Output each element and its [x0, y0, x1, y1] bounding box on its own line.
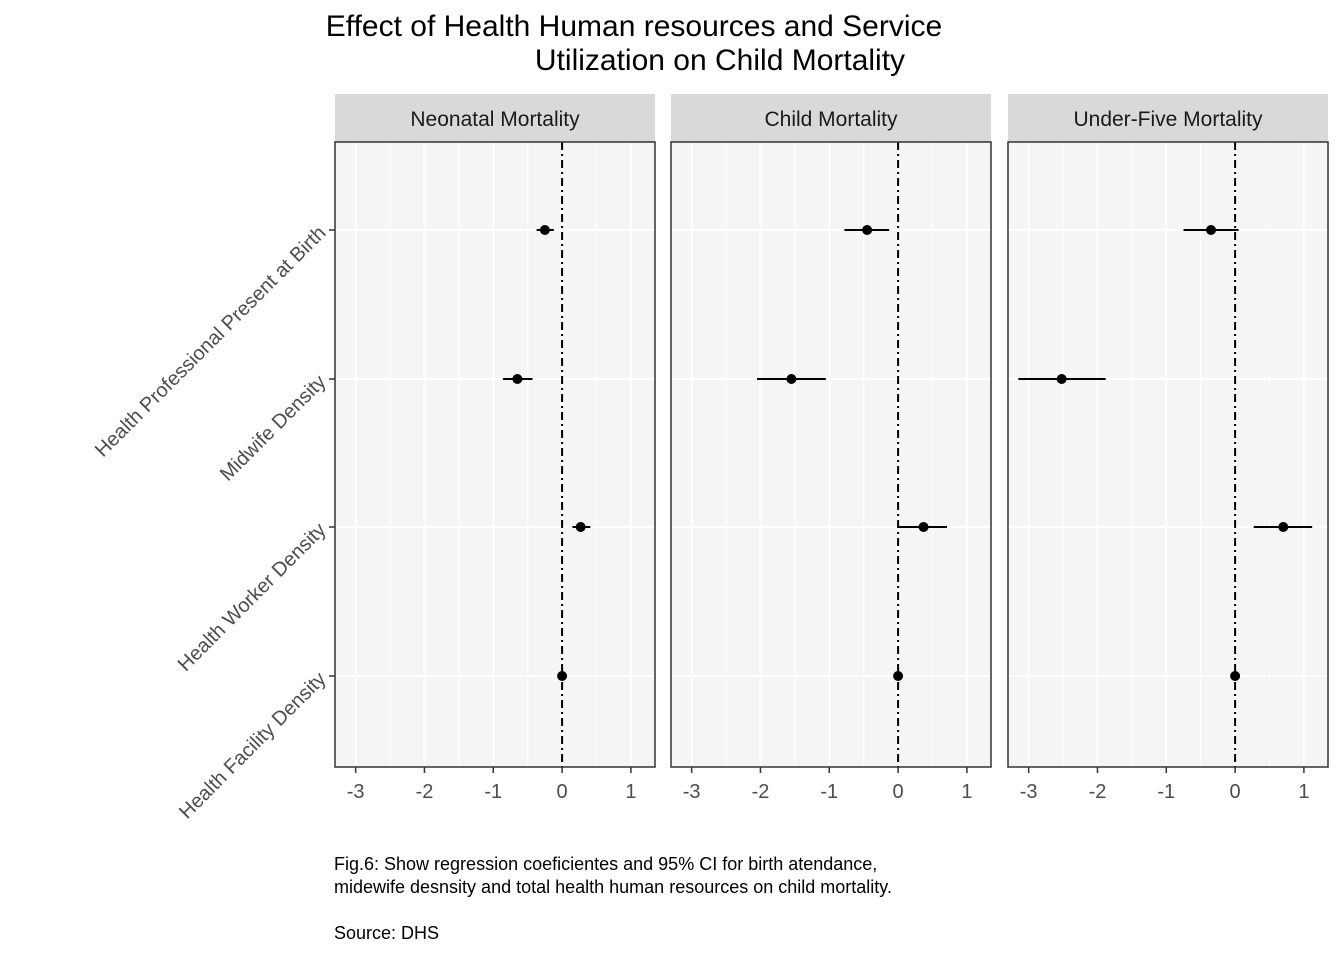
- child-mortality-strip-label: Child Mortality: [764, 108, 898, 131]
- neonatal-mortality-panel-bg: [335, 142, 655, 767]
- child-mortality-x-tick-label: -2: [752, 781, 770, 803]
- neonatal-mortality-x-tick-label: -3: [347, 781, 365, 803]
- neonatal-mortality-x-tick-label: 0: [557, 781, 568, 803]
- child-mortality-strip: [671, 94, 991, 142]
- child-mortality-x-tick-label: -1: [820, 781, 838, 803]
- neonatal-mortality-x-tick-label: 1: [625, 781, 636, 803]
- under-five-mortality-strip: [1008, 94, 1328, 142]
- caption-line-2: midewife desnsity and total health human…: [334, 877, 892, 897]
- neonatal-mortality-point-health-professional-present-at-birth: [539, 225, 550, 235]
- under-five-mortality-point-health-worker-density: [1278, 522, 1289, 532]
- under-five-mortality-x-tick-label: -3: [1020, 781, 1038, 803]
- child-mortality-point-health-facility-density: [893, 671, 904, 681]
- under-five-mortality-strip-label: Under-Five Mortality: [1073, 108, 1263, 131]
- child-mortality-x-tick-label: -3: [683, 781, 701, 803]
- child-mortality-point-health-professional-present-at-birth: [862, 225, 873, 235]
- under-five-mortality-point-health-facility-density: [1230, 671, 1241, 681]
- caption-line-1: Fig.6: Show regression coeficientes and …: [334, 854, 878, 874]
- neonatal-mortality-point-midwife-density: [512, 374, 523, 384]
- child-mortality-point-midwife-density: [786, 374, 797, 384]
- y-tick-label-health-professional-present-at-birth: Health Professional Present at Birth: [91, 222, 331, 462]
- neonatal-mortality-panel-border: [334, 141, 656, 768]
- child-mortality-x-tick-label: 0: [893, 781, 904, 803]
- under-five-mortality-x-tick-label: 1: [1298, 781, 1309, 803]
- neonatal-mortality-point-health-worker-density: [575, 522, 586, 532]
- neonatal-mortality-strip-label: Neonatal Mortality: [410, 108, 580, 131]
- chart-title: Effect of Health Human resources and Ser…: [320, 10, 1340, 78]
- under-five-mortality-panel-border: [1007, 141, 1329, 768]
- under-five-mortality-x-tick-label: -2: [1089, 781, 1107, 803]
- child-mortality-panel-border: [670, 141, 992, 768]
- under-five-mortality-panel-bg: [1008, 142, 1328, 767]
- y-tick-label-midwife-density: Midwife Density: [216, 371, 331, 486]
- under-five-mortality-point-health-professional-present-at-birth: [1206, 225, 1217, 235]
- child-mortality-x-tick-label: 1: [961, 781, 972, 803]
- under-five-mortality-point-midwife-density: [1056, 374, 1067, 384]
- neonatal-mortality-x-tick-label: -1: [484, 781, 502, 803]
- child-mortality-point-health-worker-density: [918, 522, 929, 532]
- under-five-mortality-x-tick-label: 0: [1230, 781, 1241, 803]
- neonatal-mortality-x-tick-label: -2: [416, 781, 434, 803]
- chart-title-line-1: Effect of Health Human resources and Ser…: [325, 10, 943, 43]
- neonatal-mortality-strip: [335, 94, 655, 142]
- y-tick-label-health-facility-density: Health Facility Density: [175, 668, 330, 823]
- y-tick-label-health-worker-density: Health Worker Density: [174, 519, 331, 676]
- caption-source: Source: DHS: [334, 923, 440, 943]
- under-five-mortality-x-tick-label: -1: [1157, 781, 1175, 803]
- chart-title-line-2: Utilization on Child Mortality: [534, 44, 906, 77]
- child-mortality-panel-bg: [671, 142, 991, 767]
- neonatal-mortality-point-health-facility-density: [557, 671, 568, 681]
